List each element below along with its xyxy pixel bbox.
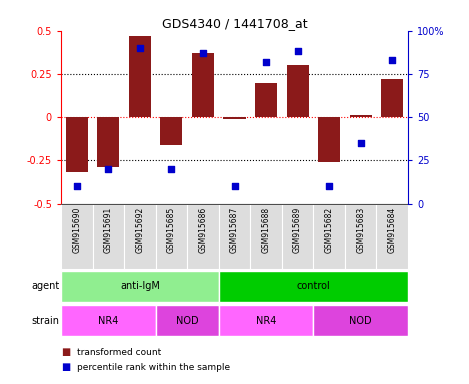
Text: NR4: NR4 xyxy=(256,316,276,326)
Text: GSM915682: GSM915682 xyxy=(325,207,333,253)
Point xyxy=(325,183,333,189)
Bar xyxy=(124,204,156,269)
Point xyxy=(199,50,207,56)
Bar xyxy=(97,117,119,167)
Bar xyxy=(377,204,408,269)
Text: GSM915684: GSM915684 xyxy=(388,207,397,253)
Text: ■: ■ xyxy=(61,347,70,357)
Point xyxy=(73,183,81,189)
Text: GSM915688: GSM915688 xyxy=(262,207,271,253)
Text: NOD: NOD xyxy=(176,316,198,326)
Bar xyxy=(61,305,156,336)
Bar xyxy=(61,204,92,269)
Bar xyxy=(156,305,219,336)
Text: control: control xyxy=(296,281,330,291)
Bar xyxy=(345,204,377,269)
Bar xyxy=(187,204,219,269)
Text: GSM915683: GSM915683 xyxy=(356,207,365,253)
Bar xyxy=(350,115,372,117)
Text: transformed count: transformed count xyxy=(77,348,162,357)
Bar xyxy=(129,36,151,117)
Bar xyxy=(287,65,309,117)
Text: ■: ■ xyxy=(61,362,70,372)
Bar xyxy=(313,305,408,336)
Text: strain: strain xyxy=(31,316,60,326)
Text: GSM915692: GSM915692 xyxy=(136,207,144,253)
Bar xyxy=(313,204,345,269)
Point xyxy=(105,166,112,172)
Point xyxy=(262,59,270,65)
Bar xyxy=(66,117,88,172)
Text: NOD: NOD xyxy=(349,316,372,326)
Text: agent: agent xyxy=(31,281,60,291)
Bar xyxy=(61,271,219,302)
Bar xyxy=(223,117,246,119)
Text: GSM915690: GSM915690 xyxy=(72,207,81,253)
Point xyxy=(231,183,238,189)
Text: NR4: NR4 xyxy=(98,316,119,326)
Text: GSM915689: GSM915689 xyxy=(293,207,302,253)
Bar xyxy=(160,117,182,145)
Point xyxy=(136,45,144,51)
Bar xyxy=(92,204,124,269)
Bar xyxy=(381,79,403,117)
Text: GSM915685: GSM915685 xyxy=(167,207,176,253)
Text: GSM915691: GSM915691 xyxy=(104,207,113,253)
Text: GSM915686: GSM915686 xyxy=(198,207,207,253)
Bar xyxy=(219,204,250,269)
Bar xyxy=(318,117,340,162)
Point xyxy=(357,140,364,146)
Bar xyxy=(219,271,408,302)
Text: percentile rank within the sample: percentile rank within the sample xyxy=(77,363,230,372)
Bar xyxy=(219,305,313,336)
Point xyxy=(294,48,302,55)
Bar xyxy=(156,204,187,269)
Point xyxy=(388,57,396,63)
Bar xyxy=(255,83,277,117)
Text: GSM915687: GSM915687 xyxy=(230,207,239,253)
Bar xyxy=(250,204,282,269)
Title: GDS4340 / 1441708_at: GDS4340 / 1441708_at xyxy=(162,17,307,30)
Bar xyxy=(192,53,214,117)
Bar xyxy=(282,204,313,269)
Point xyxy=(167,166,175,172)
Text: anti-IgM: anti-IgM xyxy=(120,281,160,291)
